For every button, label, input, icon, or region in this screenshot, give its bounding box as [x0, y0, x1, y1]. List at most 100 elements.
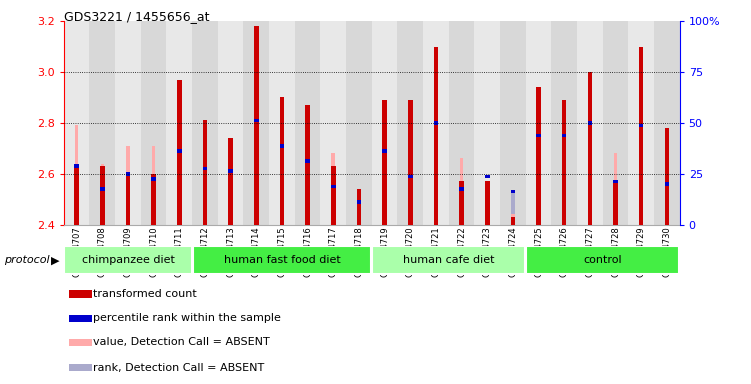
- Bar: [408, 174, 412, 178]
- Bar: [372, 247, 525, 274]
- Bar: [409, 185, 412, 225]
- Bar: [485, 181, 490, 225]
- Bar: [475, 21, 500, 225]
- Bar: [665, 194, 668, 225]
- Bar: [449, 21, 475, 225]
- Bar: [255, 136, 258, 225]
- Bar: [279, 98, 284, 225]
- Bar: [460, 181, 464, 225]
- Bar: [639, 184, 643, 225]
- Bar: [152, 177, 156, 180]
- Bar: [167, 21, 192, 225]
- Bar: [269, 21, 295, 225]
- Bar: [331, 154, 335, 225]
- Bar: [177, 149, 182, 153]
- Bar: [665, 182, 669, 186]
- Bar: [588, 199, 592, 225]
- Bar: [254, 119, 258, 122]
- Bar: [321, 21, 346, 225]
- Bar: [126, 174, 130, 225]
- Bar: [65, 247, 192, 274]
- Bar: [152, 179, 155, 225]
- Bar: [639, 46, 644, 225]
- Bar: [204, 181, 207, 225]
- Bar: [331, 185, 336, 188]
- Bar: [665, 128, 669, 225]
- Bar: [203, 120, 207, 225]
- Bar: [511, 192, 514, 225]
- Bar: [485, 174, 490, 178]
- Bar: [357, 189, 360, 225]
- Bar: [383, 115, 386, 225]
- Bar: [69, 290, 92, 298]
- Bar: [177, 123, 181, 225]
- Bar: [614, 181, 618, 225]
- Bar: [629, 21, 654, 225]
- Bar: [203, 167, 207, 170]
- Bar: [243, 21, 269, 225]
- Bar: [69, 339, 92, 346]
- Bar: [383, 187, 386, 225]
- Text: human fast food diet: human fast food diet: [224, 255, 340, 265]
- Bar: [526, 247, 679, 274]
- Bar: [125, 172, 130, 175]
- Bar: [562, 105, 566, 225]
- Bar: [228, 138, 233, 225]
- Bar: [382, 100, 387, 225]
- Bar: [74, 166, 79, 225]
- Bar: [193, 247, 371, 274]
- Bar: [397, 21, 423, 225]
- Text: rank, Detection Call = ABSENT: rank, Detection Call = ABSENT: [93, 362, 264, 372]
- Bar: [346, 21, 372, 225]
- Text: GDS3221 / 1455656_at: GDS3221 / 1455656_at: [64, 10, 210, 23]
- Bar: [177, 79, 182, 225]
- Bar: [485, 199, 489, 225]
- Bar: [614, 180, 618, 183]
- Bar: [279, 144, 284, 147]
- Bar: [460, 159, 463, 225]
- Bar: [218, 21, 243, 225]
- Bar: [69, 364, 92, 371]
- Bar: [141, 21, 167, 225]
- Bar: [100, 166, 104, 225]
- Bar: [614, 181, 617, 225]
- Bar: [587, 72, 592, 225]
- Bar: [125, 174, 130, 225]
- Bar: [69, 314, 92, 322]
- Bar: [331, 187, 335, 225]
- Bar: [614, 154, 617, 225]
- Bar: [101, 164, 104, 225]
- Bar: [115, 21, 141, 225]
- Bar: [587, 121, 592, 125]
- Bar: [460, 187, 464, 191]
- Bar: [89, 21, 115, 225]
- Bar: [126, 146, 130, 225]
- Text: transformed count: transformed count: [93, 289, 198, 299]
- Bar: [192, 21, 218, 225]
- Bar: [639, 105, 643, 225]
- Bar: [526, 21, 551, 225]
- Bar: [434, 115, 438, 225]
- Text: value, Detection Call = ABSENT: value, Detection Call = ABSENT: [93, 338, 270, 348]
- Bar: [75, 166, 78, 225]
- Bar: [409, 115, 412, 225]
- Bar: [177, 169, 181, 225]
- Bar: [434, 187, 438, 225]
- Bar: [306, 159, 310, 163]
- Bar: [511, 217, 515, 225]
- Bar: [602, 21, 629, 225]
- Bar: [551, 21, 577, 225]
- Bar: [500, 21, 526, 225]
- Bar: [562, 181, 566, 225]
- Bar: [665, 184, 668, 225]
- Bar: [562, 134, 566, 137]
- Bar: [306, 105, 310, 225]
- Bar: [64, 21, 89, 225]
- Bar: [280, 161, 284, 225]
- Bar: [639, 124, 644, 127]
- Bar: [229, 166, 232, 225]
- Bar: [485, 181, 489, 225]
- Bar: [511, 190, 515, 194]
- Bar: [331, 166, 336, 225]
- Text: ▶: ▶: [51, 255, 59, 265]
